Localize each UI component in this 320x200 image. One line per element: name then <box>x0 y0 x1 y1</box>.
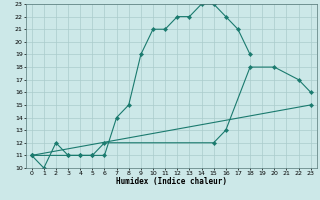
X-axis label: Humidex (Indice chaleur): Humidex (Indice chaleur) <box>116 177 227 186</box>
